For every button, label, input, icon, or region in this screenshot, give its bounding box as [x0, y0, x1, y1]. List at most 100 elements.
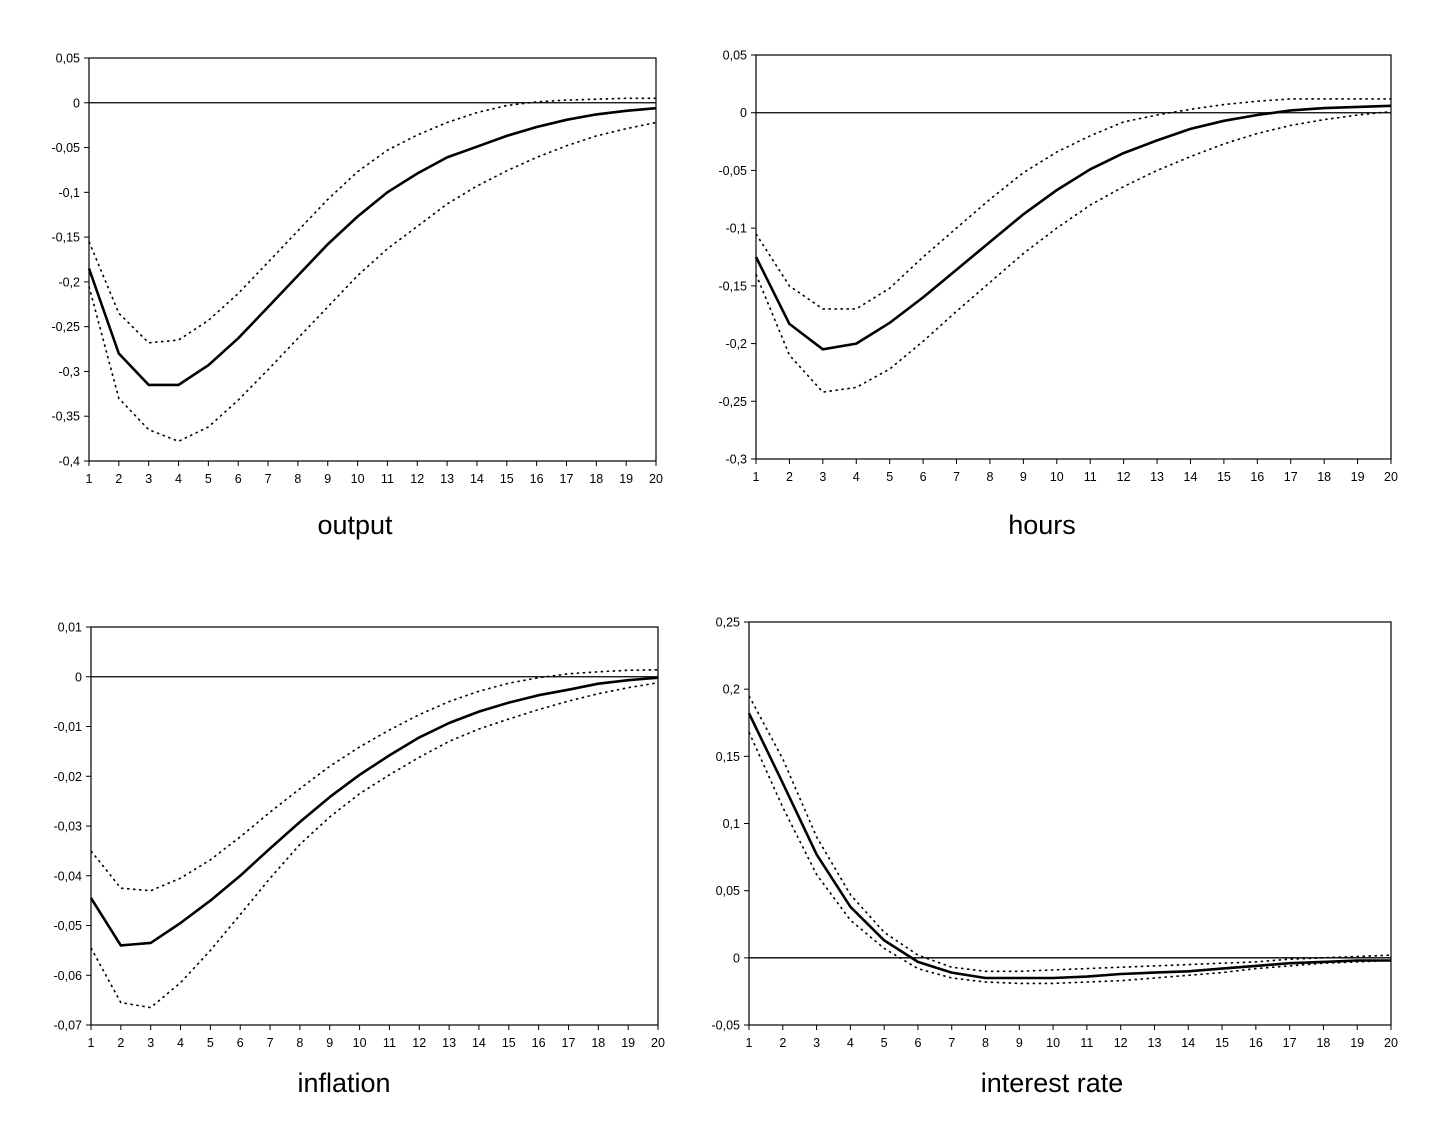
- x-tick-label: 1: [753, 470, 760, 484]
- x-tick-label: 15: [502, 1036, 516, 1050]
- hours-point-estimate-line: [754, 104, 1392, 351]
- x-tick-label: 5: [886, 470, 893, 484]
- x-tick-label: 14: [472, 1036, 486, 1050]
- y-tick-label: 0: [740, 106, 747, 120]
- chart-title-hours: hours: [1008, 510, 1076, 540]
- x-tick-label: 1: [86, 472, 93, 486]
- x-tick-label: 10: [351, 472, 365, 486]
- x-tick-label: 8: [296, 1036, 303, 1050]
- x-tick-label: 4: [175, 472, 182, 486]
- interest-rate-lower-band-line: [748, 731, 1392, 985]
- x-tick-label: 15: [500, 472, 514, 486]
- y-tick-label: -0,04: [54, 869, 83, 883]
- x-tick-label: 11: [1084, 470, 1097, 484]
- y-tick-label: -0,15: [719, 279, 748, 293]
- y-tick-label: -0,05: [52, 141, 81, 155]
- y-tick-label: 0: [733, 951, 740, 965]
- y-tick-label: 0: [73, 96, 80, 110]
- x-tick-label: 6: [920, 470, 927, 484]
- hours-lower-band-line: [755, 110, 1392, 393]
- x-tick-label: 8: [982, 1036, 989, 1050]
- x-tick-label: 14: [1181, 1036, 1195, 1050]
- inflation-point-estimate-line: [89, 676, 659, 947]
- interest-rate-upper-band-line: [748, 695, 1392, 973]
- x-tick-label: 6: [235, 472, 242, 486]
- interest-rate-point-estimate-line: [747, 712, 1391, 980]
- x-tick-label: 11: [383, 1036, 396, 1050]
- x-tick-label: 17: [1284, 470, 1298, 484]
- x-tick-label: 13: [440, 472, 454, 486]
- chart-inflation: 0,01 0 -0,01 -0,02 -0,03 -0,04 -0,05 -0,06 -0,07…: [54, 621, 665, 1051]
- x-tick-label: 19: [619, 472, 633, 486]
- chart-output: 0,05 0 -0,05 -0,1 -0,15 -0,2 -0,25 -0,3 -0,35 -0,…: [52, 52, 663, 487]
- output-lower-band-line: [88, 121, 657, 443]
- x-tick-label: 18: [591, 1036, 605, 1050]
- x-tick-label: 3: [147, 1036, 154, 1050]
- y-tick-label: -0,1: [58, 186, 80, 200]
- chart-panel-interest-rate: 0,25 0,2 0,15 0,1 0,05 0 -0,05 1 2 3 4 5 6 7 8 9 10 11 12 1…: [712, 560, 1456, 1121]
- x-tick-label: 10: [1050, 470, 1064, 484]
- x-tick-label: 2: [117, 1036, 124, 1050]
- y-tick-label: -0,2: [58, 275, 80, 289]
- y-tick-label: 0: [75, 670, 82, 684]
- x-tick-label: 3: [813, 1036, 820, 1050]
- y-tick-label: -0,1: [725, 222, 747, 236]
- y-tick-label: 0,2: [723, 683, 740, 697]
- x-tick-label: 16: [532, 1036, 546, 1050]
- chart-panel-output: 0,05 0 -0,05 -0,1 -0,15 -0,2 -0,25 -0,3 -0,35 -0,…: [0, 0, 728, 560]
- x-tick-label: 5: [881, 1036, 888, 1050]
- y-tick-label: 0,05: [716, 884, 740, 898]
- y-tick-label: -0,2: [725, 337, 747, 351]
- x-tick-label: 7: [265, 472, 272, 486]
- x-tick-label: 9: [1020, 470, 1027, 484]
- inflation-upper-band-line: [90, 669, 659, 892]
- y-tick-label: -0,05: [712, 1019, 741, 1033]
- y-tick-label: -0,35: [52, 410, 81, 424]
- x-tick-label: 17: [562, 1036, 576, 1050]
- y-tick-label: -0,25: [719, 395, 748, 409]
- x-tick-label: 7: [267, 1036, 274, 1050]
- x-tick-label: 8: [986, 470, 993, 484]
- x-tick-label: 12: [1117, 470, 1131, 484]
- x-tick-label: 10: [353, 1036, 367, 1050]
- x-tick-label: 13: [1148, 1036, 1162, 1050]
- output-upper-band-line: [88, 97, 656, 344]
- y-tick-label: -0,03: [54, 820, 83, 834]
- x-tick-label: 19: [1351, 470, 1365, 484]
- y-tick-label: -0,05: [719, 164, 748, 178]
- y-tick-label: 0,25: [716, 616, 740, 630]
- hours-upper-band-line: [755, 98, 1391, 310]
- x-tick-label: 16: [1249, 1036, 1263, 1050]
- x-tick-label: 2: [779, 1036, 786, 1050]
- x-tick-label: 13: [442, 1036, 456, 1050]
- x-tick-label: 4: [853, 470, 860, 484]
- x-tick-label: 1: [746, 1036, 753, 1050]
- y-tick-label: 0,05: [56, 52, 80, 66]
- chart-panel-inflation: 0,01 0 -0,01 -0,02 -0,03 -0,04 -0,05 -0,06 -0,07…: [0, 560, 728, 1121]
- y-tick-label: -0,07: [54, 1019, 83, 1033]
- output-point-estimate-line: [87, 106, 657, 387]
- x-tick-label: 7: [953, 470, 960, 484]
- y-tick-label: -0,05: [54, 919, 83, 933]
- y-tick-label: -0,02: [54, 770, 83, 784]
- chart-title-output: output: [317, 510, 393, 540]
- chart-hours: 0,050-0,05-0,1-0,15-0,2-0,25-0,31 2 3 4 5 6 7 8…: [719, 49, 1398, 485]
- y-tick-label: 0,15: [716, 750, 740, 764]
- x-tick-label: 13: [1150, 470, 1164, 484]
- y-tick-label: -0,15: [52, 231, 81, 245]
- plot-frame: [88, 57, 657, 462]
- x-tick-label: 6: [914, 1036, 921, 1050]
- x-tick-label: 9: [324, 472, 331, 486]
- x-tick-label: 10: [1046, 1036, 1060, 1050]
- x-tick-label: 15: [1217, 470, 1231, 484]
- x-tick-label: 20: [1384, 470, 1398, 484]
- x-tick-label: 16: [530, 472, 544, 486]
- x-tick-label: 17: [560, 472, 574, 486]
- y-tick-label: -0,4: [58, 455, 80, 469]
- x-tick-label: 4: [177, 1036, 184, 1050]
- plot-frame: [748, 621, 1392, 1026]
- y-tick-label: 0,1: [723, 817, 740, 831]
- x-tick-label: 9: [1016, 1036, 1023, 1050]
- x-tick-label: 4: [847, 1036, 854, 1050]
- y-tick-label: -0,06: [54, 969, 83, 983]
